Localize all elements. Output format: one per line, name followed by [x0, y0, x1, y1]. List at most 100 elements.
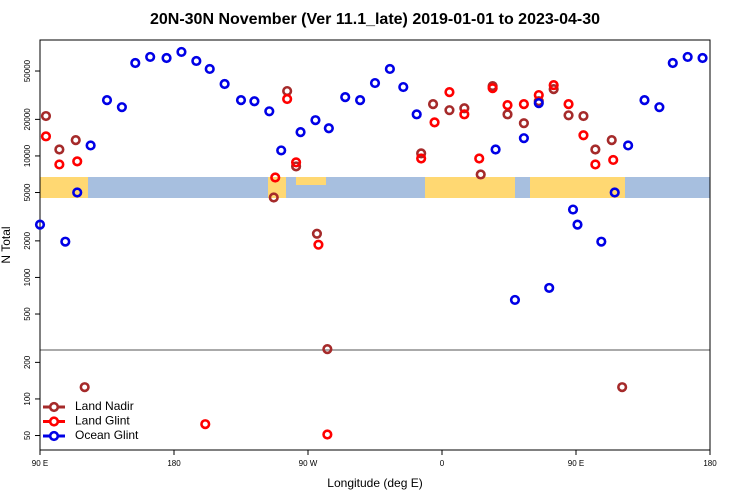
point	[191, 55, 202, 67]
series	[40, 79, 619, 440]
point	[322, 429, 333, 440]
point	[518, 118, 529, 129]
land	[40, 177, 88, 198]
point	[416, 148, 427, 159]
point	[533, 98, 544, 109]
y-tick-label: 500	[23, 307, 32, 321]
point	[290, 157, 302, 168]
point	[295, 127, 306, 138]
point	[429, 117, 440, 128]
point	[40, 110, 52, 122]
y-tick-label: 50	[23, 431, 32, 440]
point	[398, 81, 409, 93]
x-tick-label: 0	[440, 459, 445, 468]
point	[474, 153, 485, 164]
y-tick-label: 50000	[23, 59, 32, 82]
point	[176, 46, 187, 58]
point	[548, 79, 559, 91]
point	[667, 57, 678, 69]
x-tick-label: 180	[703, 459, 717, 468]
point	[130, 57, 141, 69]
x-tick-label: 90 E	[32, 459, 48, 468]
y-tick-label: 100	[23, 392, 32, 406]
point	[323, 123, 334, 134]
point	[282, 93, 293, 105]
point	[544, 282, 555, 294]
point	[411, 109, 422, 120]
point	[606, 135, 617, 146]
point	[369, 77, 381, 89]
plot-frame	[39, 39, 711, 451]
point	[518, 133, 529, 144]
point	[276, 145, 287, 156]
point	[34, 219, 46, 230]
map-strip	[40, 177, 710, 198]
point	[490, 144, 501, 155]
point	[509, 294, 521, 306]
y-tick-label: 5000	[23, 183, 32, 201]
x-tick-label: 90 W	[299, 459, 318, 468]
point	[355, 95, 366, 106]
point	[578, 130, 589, 141]
point	[487, 83, 498, 94]
point	[427, 99, 439, 110]
point	[145, 51, 156, 63]
point	[161, 52, 172, 64]
point	[219, 78, 230, 90]
point	[340, 91, 351, 103]
point	[270, 172, 281, 183]
x-axis-label: Longitude (deg E)	[327, 476, 422, 490]
point	[563, 110, 574, 121]
point	[608, 154, 619, 166]
chart-title: 20N-30N November (Ver 11.1_late) 2019-01…	[150, 11, 600, 28]
point	[384, 63, 395, 75]
point	[311, 228, 323, 239]
point	[313, 239, 324, 250]
point	[322, 344, 333, 355]
y-tick-label: 20000	[23, 108, 32, 131]
legend-label: Land Nadir	[75, 399, 134, 413]
point	[416, 153, 427, 164]
point	[40, 131, 52, 142]
point	[567, 204, 579, 215]
x-tick-label: 180	[167, 459, 181, 468]
point	[72, 187, 83, 198]
point	[200, 419, 211, 430]
point	[459, 109, 470, 120]
point	[264, 106, 275, 117]
y-axis-label: N Total	[0, 226, 13, 263]
legend-label: Ocean Glint	[75, 428, 139, 442]
point	[697, 52, 708, 64]
point	[54, 159, 65, 170]
point	[444, 105, 455, 116]
point	[101, 95, 113, 106]
y-tick-label: 10000	[23, 144, 32, 167]
land	[425, 177, 515, 198]
point	[572, 219, 583, 230]
y-tick-label: 200	[23, 355, 32, 369]
legend-marker	[48, 401, 60, 413]
point	[682, 51, 693, 63]
y-tick-label: 2000	[23, 231, 32, 249]
point	[609, 187, 620, 198]
point	[590, 159, 601, 170]
point	[596, 236, 607, 247]
point	[310, 115, 321, 126]
legend-marker	[48, 416, 60, 427]
point	[654, 102, 665, 113]
x-tick-label: 90 E	[568, 459, 584, 468]
point	[85, 140, 96, 151]
point	[290, 161, 302, 172]
land	[296, 177, 326, 185]
point	[72, 156, 83, 167]
point	[623, 140, 634, 151]
point	[54, 144, 65, 155]
point	[502, 109, 513, 120]
point	[502, 100, 513, 111]
series	[34, 46, 708, 306]
point	[116, 102, 127, 113]
point	[518, 99, 529, 110]
